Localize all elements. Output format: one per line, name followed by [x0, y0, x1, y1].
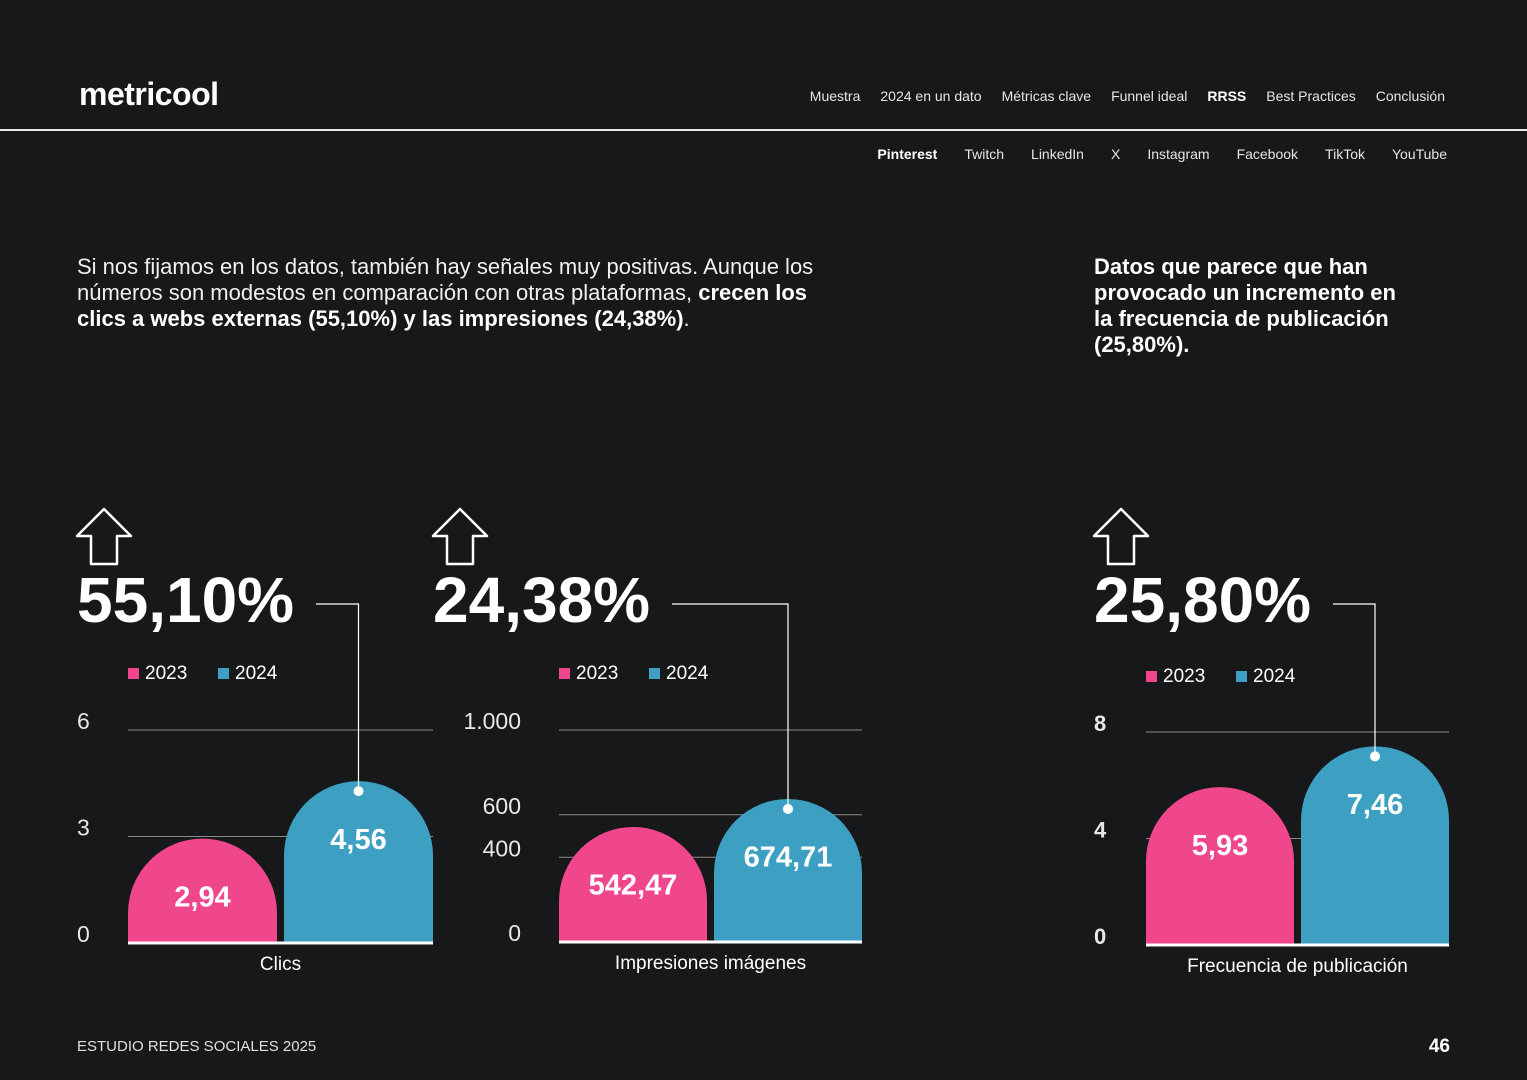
y-tick-label: 0	[1094, 924, 1106, 949]
headline: 25,80%	[1094, 564, 1311, 636]
subnav-item[interactable]: Twitch	[964, 146, 1005, 162]
side-note: Datos que parece que han provocado un in…	[1094, 254, 1396, 357]
legend-swatch	[559, 668, 570, 679]
value-label: 7,46	[1347, 789, 1403, 821]
y-tick-label: 400	[483, 835, 521, 861]
subnav-item[interactable]: YouTube	[1391, 146, 1447, 162]
legend-swatch	[1146, 671, 1157, 682]
nav-item[interactable]: Métricas clave	[1001, 88, 1092, 104]
subnav: Pinterest Twitch LinkedIn X Instagram Faceboo…	[877, 146, 1447, 162]
legend-swatch	[649, 668, 660, 679]
y-tick-label: 4	[1094, 817, 1107, 842]
legend-swatch	[128, 668, 139, 679]
nav-item[interactable]: Muestra	[809, 88, 861, 104]
x-axis-label: Impresiones imágenes	[615, 953, 806, 974]
legend-label: 2024	[235, 663, 278, 684]
arrow-icon	[1092, 507, 1150, 566]
arrow-icon	[75, 507, 133, 566]
chart: 25,80% 0 4 8 2023 2024 5,93 7,46 Frecuencia de p…	[1092, 507, 1449, 977]
intro-text: .	[683, 306, 690, 331]
connector	[316, 603, 360, 792]
subnav-item[interactable]: TikTok	[1325, 146, 1365, 162]
connector	[672, 603, 789, 809]
arrow-icon	[431, 507, 489, 566]
connector	[1333, 603, 1376, 757]
y-tick-label: 0	[77, 921, 90, 947]
x-axis-label: Frecuencia de publicación	[1187, 956, 1408, 977]
headline: 55,10%	[77, 564, 294, 636]
subnav-item[interactable]: Instagram	[1147, 146, 1210, 162]
headline: 24,38%	[433, 564, 650, 636]
nav-item[interactable]: Conclusión	[1375, 88, 1445, 104]
legend-label: 2023	[145, 663, 187, 684]
intro-bold: crecen los clics a webs externas (55,10%…	[77, 280, 808, 331]
nav-item[interactable]: 2024 en un dato	[880, 88, 982, 104]
legend-label: 2023	[1163, 666, 1205, 687]
legend-swatch	[218, 668, 229, 679]
legend-label: 2024	[1253, 666, 1296, 687]
y-tick-label: 3	[77, 815, 90, 841]
intro-text: Si nos fijamos en los datos, también hay…	[77, 254, 814, 305]
nav-item[interactable]: RRSS	[1207, 88, 1247, 104]
subnav-item[interactable]: LinkedIn	[1031, 146, 1084, 162]
value-label: 674,71	[744, 842, 833, 874]
connector-dot	[783, 803, 793, 814]
nav-item[interactable]: Funnel ideal	[1111, 88, 1188, 104]
bar	[284, 781, 433, 943]
bar	[1146, 787, 1294, 945]
legend-label: 2024	[666, 663, 709, 684]
bar	[128, 838, 277, 943]
connector-dot	[1370, 751, 1380, 762]
intro: Si nos fijamos en los datos, también hay…	[77, 254, 847, 332]
value-label: 5,93	[1192, 830, 1248, 862]
logo[interactable]: metricool	[79, 76, 219, 112]
y-tick-label: 6	[77, 708, 90, 734]
y-tick-label: 1.000	[463, 708, 521, 734]
page-number: 46	[1428, 1036, 1450, 1057]
y-tick-label: 8	[1094, 711, 1106, 736]
bar	[1301, 746, 1449, 945]
nav-item[interactable]: Best Practices	[1266, 88, 1356, 104]
legend-label: 2023	[576, 663, 618, 684]
x-axis-label: Clics	[260, 954, 301, 975]
subnav-item[interactable]: X	[1110, 146, 1121, 162]
bar	[714, 798, 862, 942]
chart: 55,10% 0 3 6 2023 2024 2,94 4,56 Clics	[75, 507, 433, 975]
chart: 24,38% 0 400 600 1.000 2023 2024 542,47 674,71 Im…	[431, 507, 862, 974]
legend-swatch	[1236, 671, 1247, 682]
value-label: 2,94	[174, 881, 230, 913]
y-tick-label: 0	[508, 920, 521, 946]
nav: Muestra 2024 en un dato Métricas clave Funn…	[810, 88, 1445, 104]
value-label: 4,56	[330, 824, 386, 856]
subnav-item[interactable]: Pinterest	[877, 146, 938, 162]
bar	[559, 826, 707, 942]
connector-dot	[353, 786, 364, 797]
footer-title: ESTUDIO REDES SOCIALES 2025	[77, 1038, 317, 1055]
y-tick-label: 600	[483, 793, 521, 819]
value-label: 542,47	[589, 870, 678, 902]
divider	[0, 129, 1527, 131]
subnav-item[interactable]: Facebook	[1236, 146, 1299, 162]
